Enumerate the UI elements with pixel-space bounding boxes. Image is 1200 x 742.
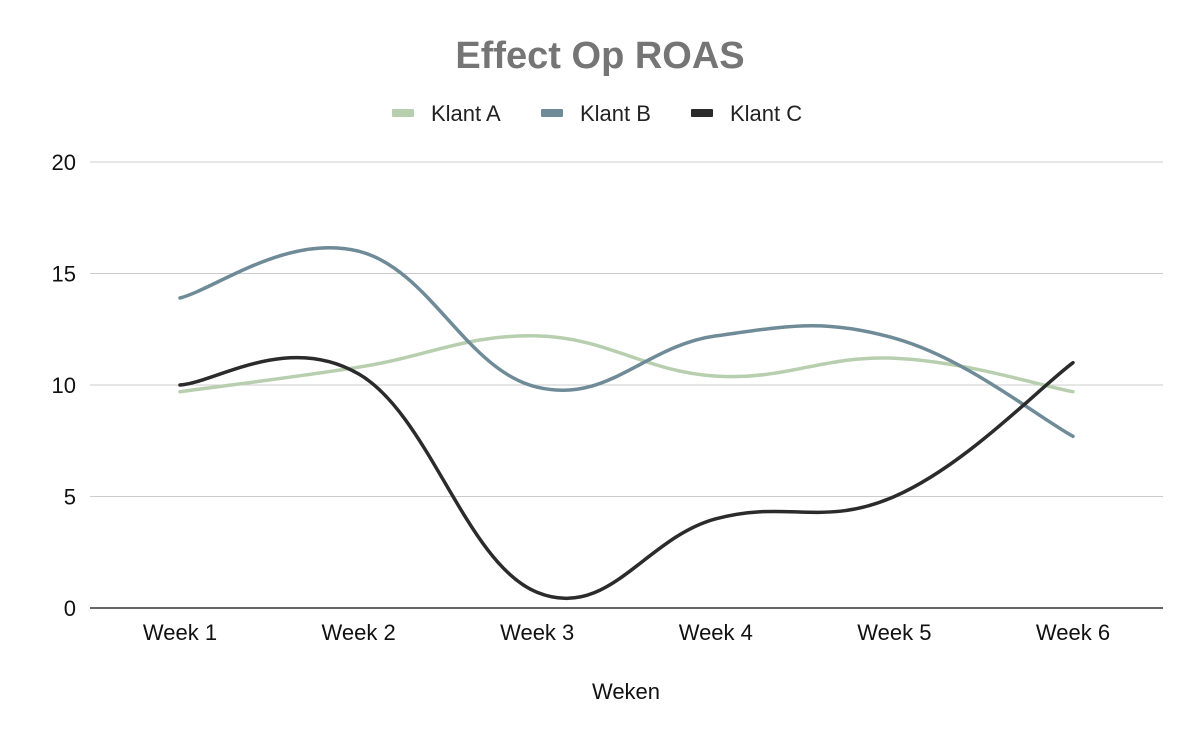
y-tick-label: 10 [52, 373, 76, 398]
legend-swatch [541, 109, 563, 117]
y-tick-label: 5 [64, 485, 76, 510]
legend-label: Klant A [431, 101, 501, 126]
series-lines [178, 245, 1075, 601]
x-tick-label: Week 4 [679, 620, 753, 645]
series-line-klant-c [178, 355, 1075, 601]
y-tick-label: 15 [52, 262, 76, 287]
series-line-klant-b [178, 245, 1075, 439]
x-tick-label: Week 1 [143, 620, 217, 645]
x-axis-title: Weken [592, 679, 660, 704]
gridlines [90, 161, 1163, 497]
x-tick-label: Week 5 [857, 620, 931, 645]
x-tick-label: Week 6 [1036, 620, 1110, 645]
legend: Klant A Klant B Klant C [392, 101, 802, 126]
y-tick-label: 20 [52, 150, 76, 175]
legend-label: Klant C [730, 101, 802, 126]
x-tick-label: Week 2 [322, 620, 396, 645]
y-tick-label: 0 [64, 596, 76, 621]
series-line-klant-a [178, 334, 1075, 394]
chart-title: Effect Op ROAS [455, 35, 744, 77]
legend-swatch [392, 109, 414, 117]
x-axis-ticks: Week 1 Week 2 Week 3 Week 4 Week 5 Week 6 [143, 620, 1110, 645]
y-axis-ticks: 0 5 10 15 20 [52, 150, 76, 621]
x-tick-label: Week 3 [500, 620, 574, 645]
legend-swatch [691, 109, 713, 117]
legend-label: Klant B [580, 101, 651, 126]
